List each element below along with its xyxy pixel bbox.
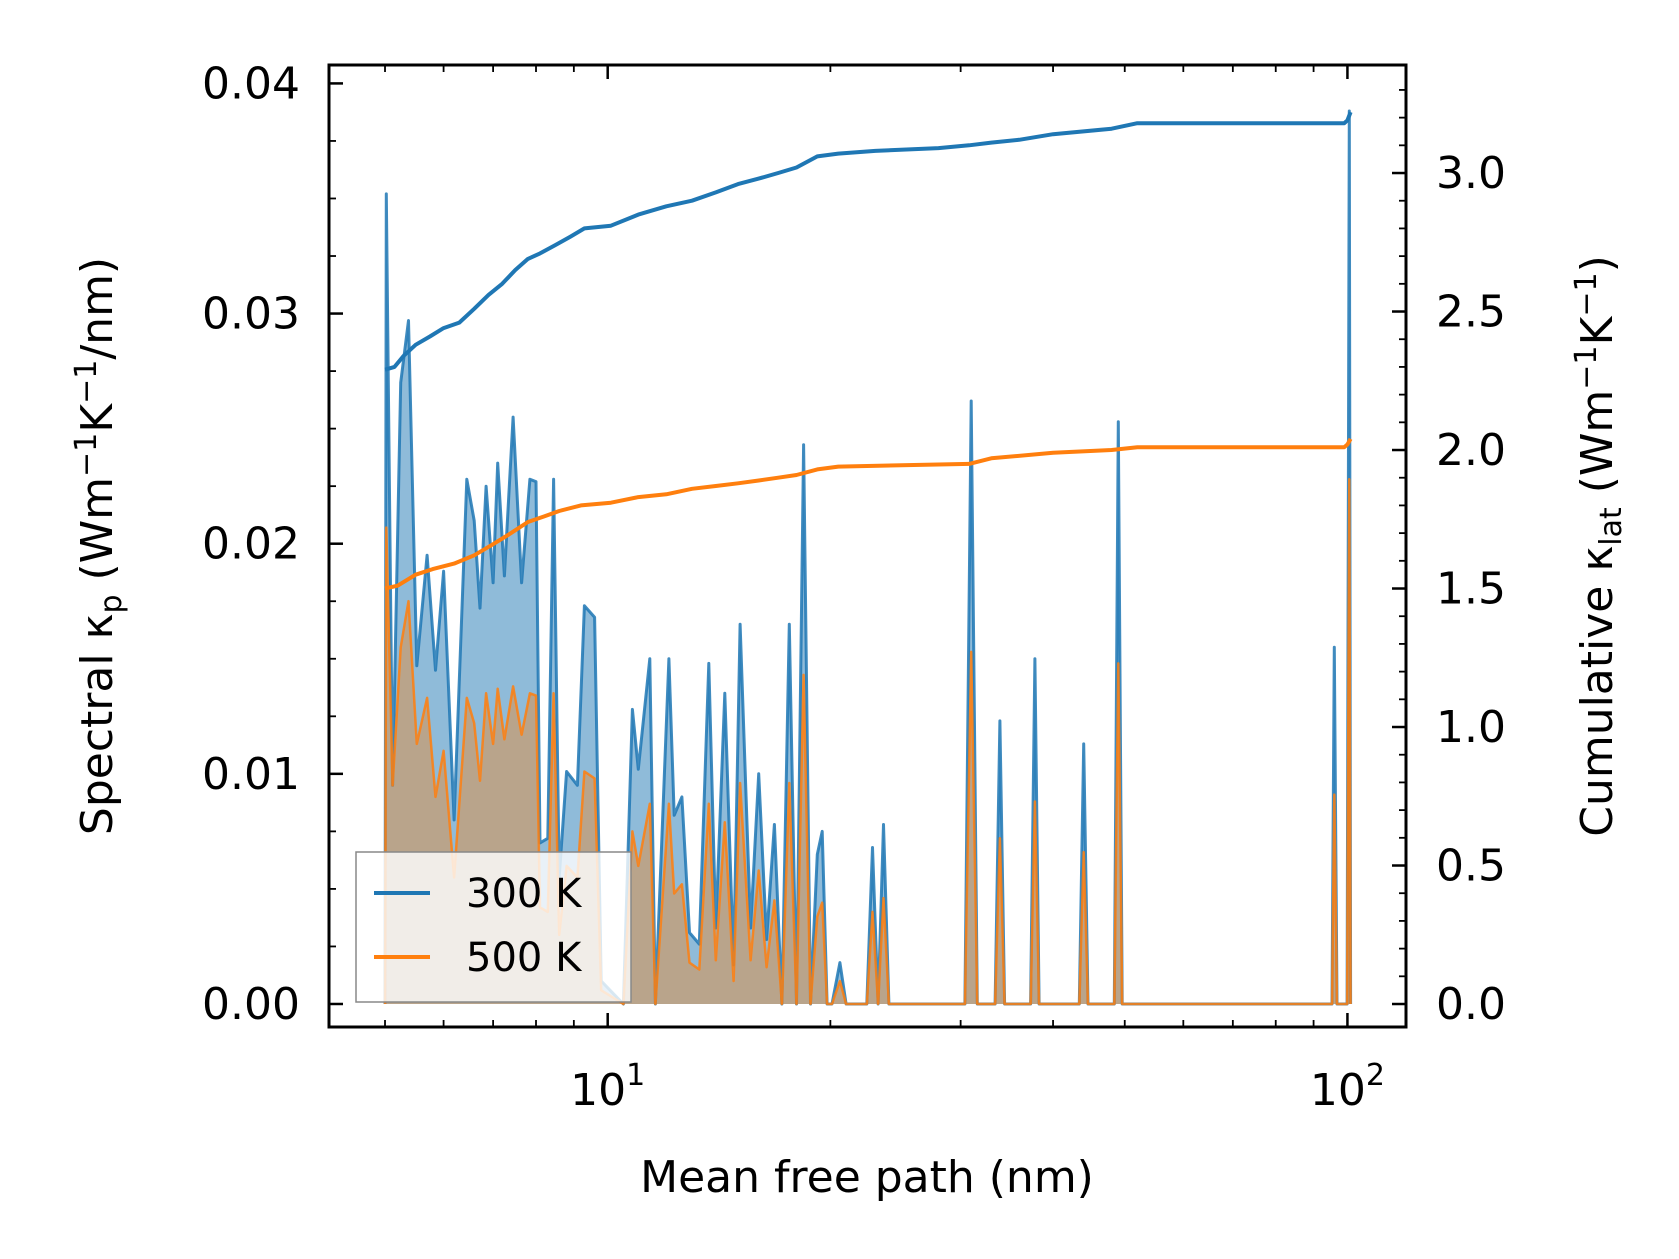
plot-frame (327, 63, 1408, 1029)
y-right-tick-label: 3.0 (1436, 148, 1506, 199)
x-tick-exponent: 1 (626, 1058, 645, 1093)
y-left-mid: K (72, 403, 123, 433)
y-right-tick-label: 1.0 (1436, 702, 1506, 753)
y-left-sub: p (94, 594, 129, 613)
y-right-unit-close: ) (1572, 255, 1623, 272)
x-tick-label: 101 (570, 1058, 645, 1116)
y-axis-title-right: Cumulative κlat (Wm−1K−1) (1569, 255, 1629, 837)
x-tick-label: 102 (1310, 1058, 1385, 1116)
y-right-tick-label: 0.5 (1436, 841, 1506, 892)
y-right-sup2: −1 (1569, 272, 1604, 316)
y-left-prefix: Spectral κ (72, 614, 123, 836)
y-right-mid: K (1572, 315, 1623, 345)
label-layer: 101 1020.000.010.020.030.040.00.51.01.52.… (202, 58, 1506, 1116)
y-left-tick-label: 0.02 (202, 519, 300, 570)
x-axis-title: Mean free path (nm) (640, 1152, 1094, 1203)
y-right-unit-open: (Wm (1572, 390, 1623, 508)
legend: 300 K 500 K (355, 851, 632, 1003)
legend-frame (355, 851, 632, 1003)
y-right-tick-label: 0.0 (1436, 979, 1506, 1030)
cumulative-line-300k (384, 111, 1353, 372)
y-left-sup2: −1 (69, 360, 104, 404)
y-left-sup1: −1 (69, 433, 104, 477)
y-right-tick-label: 2.5 (1436, 287, 1506, 338)
y-right-sub: lat (1594, 507, 1629, 546)
legend-label-300k: 300 K (466, 871, 583, 917)
cumulative-line-500k (384, 437, 1353, 591)
y-left-tick-label: 0.00 (202, 979, 300, 1030)
y-right-tick-label: 2.0 (1436, 425, 1506, 476)
y-left-unit-close: /nm) (72, 257, 123, 360)
x-tick-base: 10 (1310, 1065, 1366, 1116)
y-right-prefix: Cumulative κ (1572, 546, 1623, 837)
y-axis-title-left: Spectral κp (Wm−1K−1/nm) (69, 257, 129, 835)
spectral-line-500k (383, 478, 1352, 1006)
y-right-tick-label: 1.5 (1436, 564, 1506, 615)
y-left-tick-label: 0.01 (202, 749, 300, 800)
y-left-tick-label: 0.04 (202, 58, 300, 109)
y-left-unit-open: (Wm (72, 477, 123, 595)
x-tick-base: 10 (570, 1065, 626, 1116)
y-right-sup1: −1 (1569, 345, 1604, 389)
x-tick-exponent: 2 (1366, 1058, 1385, 1093)
y-left-tick-label: 0.03 (202, 289, 300, 340)
legend-label-500k: 500 K (466, 935, 583, 981)
